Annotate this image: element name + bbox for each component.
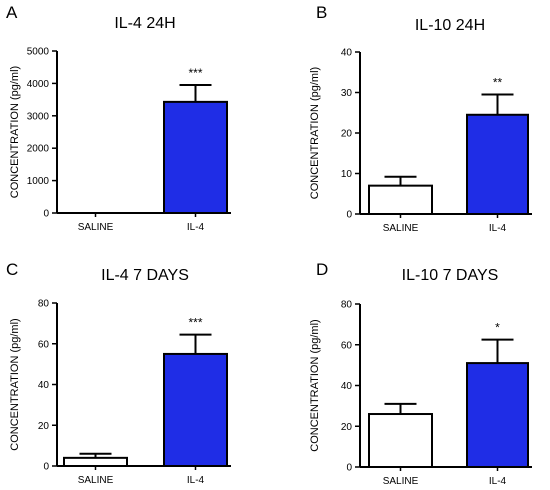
bar-il-4 [163,100,228,214]
y-tick-label: 80 [38,299,50,310]
y-tick-label: 20 [341,422,353,433]
y-tick-label: 60 [38,339,50,350]
y-axis-label: CONCENTRATION (pg/ml) [9,66,21,198]
y-tick-label: 40 [341,381,353,392]
x-tick-label: SALINE [78,475,114,486]
panel-letter: C [6,260,18,279]
y-tick-label: 0 [43,462,49,473]
y-tick-label: 0 [346,463,352,474]
y-axis-label: CONCENTRATION (pg/ml) [9,318,21,450]
y-tick-label: 0 [346,210,352,221]
panel-letter: A [6,3,18,22]
y-tick-label: 1000 [27,176,50,187]
significance-marker: *** [188,66,202,80]
y-tick-label: 2000 [27,144,50,155]
y-tick-label: 20 [38,421,50,432]
chart-title: IL-10 7 DAYS [402,267,499,284]
bar-il-4 [466,113,529,215]
chart-panel-b: B IL-10 24H CONCENTRATION (pg/ml) SALINE ** I… [309,3,532,234]
significance-marker: *** [188,316,202,330]
chart-panel-c: C IL-4 7 DAYS CONCENTRATION (pg/ml) SALINE *… [6,260,231,486]
chart-panel-d: D IL-10 7 DAYS CONCENTRATION (pg/ml) SALINE… [309,260,532,487]
bar-saline [368,413,433,468]
x-tick-label: SALINE [78,222,114,233]
y-tick-label: 3000 [27,111,50,122]
chart-panel-a: A IL-4 24H CONCENTRATION (pg/ml) SALINE *** I… [6,3,231,233]
y-tick-label: 30 [341,88,353,99]
x-tick-label: SALINE [383,223,419,234]
x-tick-label: IL-4 [187,475,205,486]
x-tick-label: IL-4 [187,222,205,233]
chart-title: IL-4 7 DAYS [101,267,189,284]
bar-il-4 [163,352,228,467]
y-tick-label: 4000 [27,79,50,90]
panel-letter: B [316,3,327,22]
y-tick-label: 40 [341,48,353,59]
y-tick-label: 20 [341,129,353,140]
bar-saline [368,184,433,215]
y-tick-label: 60 [341,340,353,351]
chart-title: IL-4 24H [114,15,175,32]
y-tick-label: 5000 [27,47,50,58]
y-tick-label: 0 [43,209,49,220]
x-tick-label: IL-4 [489,476,507,487]
y-axis-label: CONCENTRATION (pg/ml) [309,67,321,199]
x-tick-label: SALINE [383,476,419,487]
y-axis-label: CONCENTRATION (pg/ml) [309,319,321,451]
chart-title: IL-10 24H [415,17,485,34]
significance-marker: ** [493,76,503,90]
panel-letter: D [316,260,328,279]
y-tick-label: 10 [341,169,353,180]
y-tick-label: 40 [38,380,50,391]
significance-marker: * [495,321,500,335]
x-tick-label: IL-4 [489,223,507,234]
y-tick-label: 80 [341,300,353,311]
bar-il-4 [466,362,529,468]
bar-saline [63,456,128,468]
